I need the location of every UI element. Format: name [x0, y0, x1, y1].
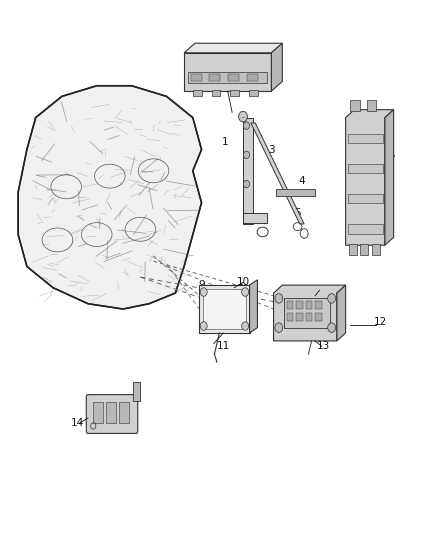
Bar	[120, 402, 129, 423]
Text: 10: 10	[237, 278, 250, 287]
Bar	[348, 194, 383, 204]
Text: 6: 6	[360, 147, 367, 157]
Bar	[191, 74, 201, 81]
Bar	[199, 285, 250, 333]
Circle shape	[328, 294, 336, 303]
Text: 8: 8	[316, 286, 323, 295]
Bar	[348, 224, 383, 233]
Bar	[296, 301, 303, 309]
Polygon shape	[18, 86, 201, 309]
Text: 12: 12	[374, 317, 387, 327]
Circle shape	[200, 322, 207, 330]
Bar	[348, 164, 383, 173]
Circle shape	[200, 288, 207, 296]
Text: 5: 5	[294, 208, 301, 219]
Bar	[243, 118, 253, 224]
Bar	[203, 289, 246, 329]
Bar	[287, 301, 293, 309]
Bar	[193, 90, 201, 96]
Bar	[209, 74, 220, 81]
Bar	[287, 313, 293, 321]
Bar	[306, 301, 312, 309]
Bar	[249, 90, 258, 96]
Text: 2: 2	[242, 155, 248, 165]
Circle shape	[328, 323, 336, 333]
Polygon shape	[385, 110, 394, 245]
Bar	[93, 402, 103, 423]
Circle shape	[275, 323, 283, 333]
Bar	[212, 90, 220, 96]
Circle shape	[239, 111, 247, 122]
Bar	[296, 313, 303, 321]
Bar	[367, 100, 376, 111]
Bar	[360, 244, 368, 255]
Bar	[285, 298, 330, 328]
Polygon shape	[276, 189, 315, 196]
Bar	[106, 402, 116, 423]
Polygon shape	[133, 382, 140, 401]
Text: 13: 13	[317, 341, 330, 351]
Bar	[350, 100, 360, 111]
Bar	[228, 74, 239, 81]
Text: 11: 11	[217, 341, 230, 351]
Bar	[372, 244, 380, 255]
Circle shape	[275, 294, 283, 303]
Bar	[247, 74, 258, 81]
Polygon shape	[184, 53, 272, 91]
Circle shape	[244, 122, 250, 130]
Bar	[315, 313, 322, 321]
Text: 4: 4	[299, 176, 305, 187]
Polygon shape	[274, 285, 346, 341]
Polygon shape	[272, 43, 283, 91]
Text: 14: 14	[71, 418, 84, 429]
Circle shape	[244, 180, 250, 188]
Circle shape	[244, 151, 250, 159]
FancyBboxPatch shape	[86, 394, 138, 433]
Text: 9: 9	[198, 280, 205, 290]
Text: 1: 1	[222, 136, 229, 147]
Bar	[243, 213, 267, 223]
Bar	[349, 244, 357, 255]
Bar	[188, 72, 267, 83]
Bar	[230, 90, 239, 96]
Bar	[306, 313, 312, 321]
Text: 7: 7	[388, 155, 395, 165]
Bar	[348, 134, 383, 143]
Bar	[315, 301, 322, 309]
Polygon shape	[184, 43, 283, 53]
Polygon shape	[250, 280, 258, 333]
Polygon shape	[337, 285, 346, 341]
Circle shape	[242, 322, 249, 330]
Text: 3: 3	[268, 144, 275, 155]
Polygon shape	[346, 110, 394, 245]
Polygon shape	[251, 123, 304, 224]
Circle shape	[242, 288, 249, 296]
